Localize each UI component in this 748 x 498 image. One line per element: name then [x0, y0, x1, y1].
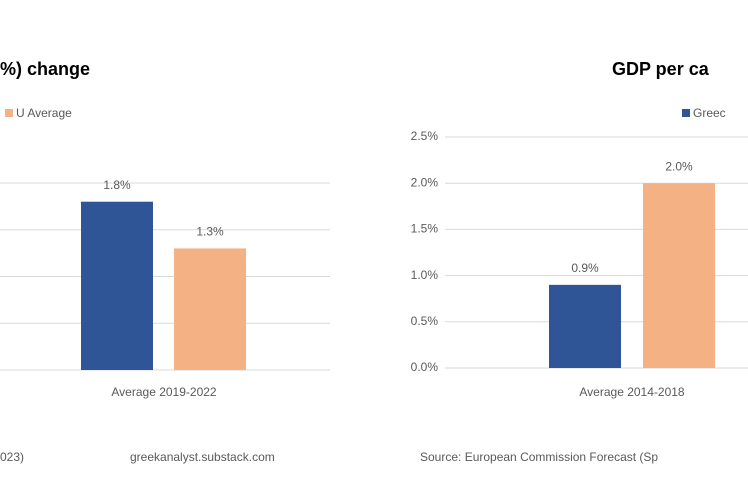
bar — [174, 248, 246, 370]
credit: greekanalyst.substack.com — [130, 450, 275, 464]
legend-label: U Average — [16, 106, 72, 120]
y-tick-label: 1.0% — [411, 268, 439, 282]
legend-marker — [5, 109, 13, 117]
y-tick-label: 0.0% — [411, 360, 439, 374]
value-label: 0.9% — [571, 261, 599, 275]
source: 023) — [0, 450, 24, 464]
y-tick-label: 0.5% — [411, 314, 439, 328]
y-tick-label: 2.0% — [411, 175, 439, 189]
source: Source: European Commission Forecast (Sp — [420, 450, 658, 464]
legend-label: Greec — [693, 106, 726, 120]
value-label: 1.3% — [196, 225, 224, 239]
x-tick-label: Average 2019-2022 — [111, 385, 217, 399]
chart-title: %) change — [0, 59, 90, 79]
bar — [549, 284, 621, 368]
legend-marker — [682, 109, 690, 117]
chart-title: GDP per ca — [612, 59, 710, 79]
x-tick-label: Average 2014-2018 — [579, 385, 685, 399]
value-label: 2.0% — [665, 159, 693, 173]
y-tick-label: 1.5% — [411, 222, 439, 236]
bar — [81, 201, 153, 370]
bar — [643, 183, 715, 368]
y-tick-label: 2.5% — [411, 129, 439, 143]
value-label: 1.8% — [103, 178, 131, 192]
